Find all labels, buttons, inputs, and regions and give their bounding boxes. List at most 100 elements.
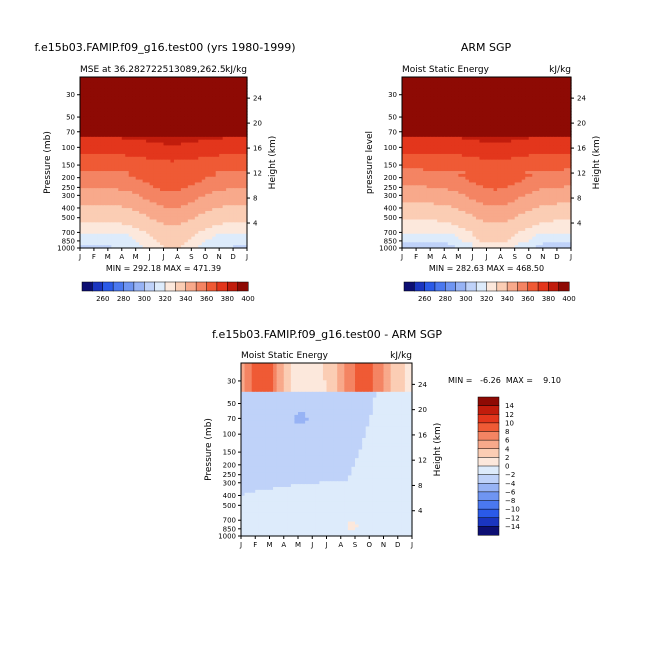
model-contour-cell	[104, 102, 109, 107]
obs-contour-cell	[458, 191, 463, 195]
model-contour-cell	[135, 165, 140, 169]
model-contour-cell	[222, 131, 227, 135]
model-contour-cell	[173, 242, 179, 246]
obs-contour-cell	[472, 136, 477, 141]
obs-contour-cell	[504, 91, 509, 95]
model-contour-cell	[240, 85, 245, 89]
model-contour-cell	[146, 151, 151, 155]
obs-contour-cell	[521, 159, 526, 164]
obs-contour-cell	[465, 128, 470, 132]
model-contour-cell	[205, 91, 210, 95]
model-contour-cell	[111, 239, 116, 243]
model-contour-cell	[226, 176, 231, 181]
model-contour-cell	[93, 242, 98, 246]
obs-contour-cell	[479, 148, 484, 152]
model-contour-cell	[240, 225, 245, 229]
model-pressure-tick-label: 50	[66, 114, 75, 122]
model-contour-cell	[191, 193, 196, 198]
obs-contour-cell	[472, 159, 477, 164]
model-contour-cell	[191, 216, 196, 221]
obs-contour-cell	[567, 82, 572, 87]
obs-contour-cell	[444, 125, 449, 129]
obs-contour-cell	[479, 122, 484, 127]
obs-contour-cell	[426, 188, 431, 192]
model-contour-cell	[201, 79, 206, 84]
model-contour-cell	[219, 159, 224, 164]
model-contour-cell	[191, 191, 196, 195]
model-contour-cell	[142, 111, 147, 115]
model-contour-cell	[100, 85, 105, 89]
model-contour-cell	[166, 131, 172, 135]
obs-contour-cell	[532, 122, 537, 127]
obs-contour-cell	[507, 156, 512, 161]
obs-contour-cell	[549, 91, 554, 95]
obs-contour-cell	[461, 114, 466, 118]
model-contour-cell	[219, 165, 224, 169]
model-contour-cell	[177, 85, 182, 89]
model-contour-cell	[187, 94, 192, 98]
model-contour-cell	[166, 96, 172, 101]
model-contour-cell	[104, 213, 109, 218]
model-contour-cell	[243, 199, 248, 203]
model-contour-cell	[191, 79, 196, 84]
obs-contour-cell	[546, 134, 551, 138]
obs-contour-cell	[419, 94, 424, 98]
model-contour-cell	[222, 228, 227, 232]
model-colorbar-swatch	[227, 281, 239, 292]
model-contour-cell	[170, 168, 175, 172]
obs-contour-cell	[518, 96, 523, 101]
obs-contour-cell	[437, 85, 442, 89]
model-contour-cell	[125, 111, 130, 115]
model-contour-cell	[80, 171, 85, 175]
obs-contour-cell	[465, 79, 470, 84]
obs-contour-cell	[507, 77, 512, 81]
obs-contour-cell	[454, 171, 459, 175]
model-contour-cell	[104, 236, 109, 241]
obs-contour-cell	[514, 168, 519, 172]
model-contour-cell	[229, 91, 234, 95]
obs-contour-cell	[475, 108, 481, 112]
obs-contour-cell	[504, 102, 509, 107]
model-contour-cell	[166, 111, 172, 115]
model-contour-cell	[208, 134, 213, 138]
model-contour-cell	[222, 151, 227, 155]
model-contour-cell	[240, 142, 245, 146]
model-contour-cell	[90, 114, 95, 118]
obs-contour-cell	[468, 185, 474, 189]
model-contour-cell	[177, 125, 182, 129]
obs-contour-cell	[444, 85, 449, 89]
model-contour-cell	[97, 239, 102, 243]
model-contour-cell	[153, 159, 158, 164]
obs-contour-cell	[433, 111, 438, 115]
obs-contour-cell	[521, 108, 526, 112]
model-contour-cell	[187, 105, 192, 109]
obs-contour-cell	[433, 82, 438, 87]
model-contour-cell	[180, 77, 185, 81]
model-contour-cell	[243, 119, 248, 124]
obs-contour-cell	[444, 182, 449, 186]
obs-contour-cell	[539, 77, 544, 81]
obs-contour-cell	[490, 156, 495, 161]
obs-contour-cell	[500, 148, 505, 152]
obs-contour-cell	[553, 162, 558, 166]
model-contour-cell	[198, 185, 203, 189]
model-contour-cell	[240, 173, 245, 178]
model-contour-cell	[233, 122, 238, 127]
obs-contour-cell	[433, 168, 438, 172]
obs-contour-cell	[504, 131, 509, 135]
obs-contour-cell	[416, 102, 421, 107]
obs-contour-cell	[535, 173, 540, 178]
obs-contour-cell	[493, 99, 498, 104]
model-contour-cell	[208, 125, 213, 129]
obs-contour-cell	[567, 139, 572, 144]
obs-contour-cell	[426, 156, 431, 161]
model-contour-cell	[191, 116, 196, 121]
model-contour-cell	[184, 202, 189, 206]
obs-contour-cell	[482, 145, 488, 149]
model-contour-cell	[160, 116, 165, 121]
obs-contour-cell	[514, 179, 519, 184]
obs-contour-cell	[416, 99, 421, 104]
obs-contour-cell	[539, 88, 544, 92]
model-contour-cell	[114, 102, 119, 107]
model-contour-cell	[93, 176, 98, 181]
